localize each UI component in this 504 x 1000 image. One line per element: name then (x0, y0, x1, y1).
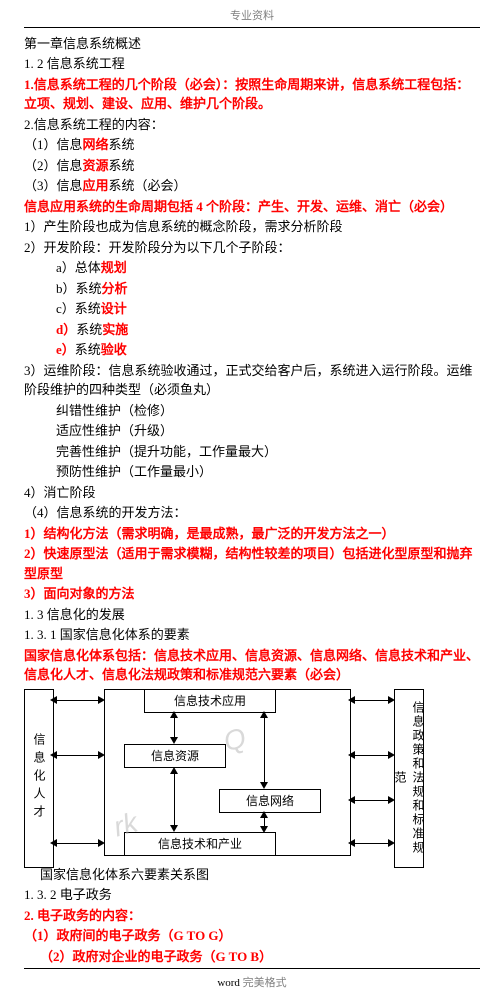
text-line: a）总体规划 (24, 258, 480, 278)
text-line: 预防性维护（工作量最小） (24, 462, 480, 482)
text-line: d）系统实施 (24, 320, 480, 340)
text-line: 3）运维阶段：信息系统验收通过，正式交给客户后，系统进入运行阶段。运维阶段维护的… (24, 361, 480, 400)
text-line: 完善性维护（提升功能，工作量最大） (24, 442, 480, 462)
diag-frame (104, 689, 351, 856)
text-line: b）系统分析 (24, 279, 480, 299)
diag-mid2-box: 信息网络 (219, 789, 321, 813)
text-line: 3）面向对象的方法 (24, 584, 480, 604)
text-line: 4）消亡阶段 (24, 483, 480, 503)
text-line: （1）政府间的电子政务（G TO G） (24, 926, 480, 946)
footer-divider (24, 968, 480, 969)
text-line: （1）信息网络系统 (24, 135, 480, 155)
diag-right-box: 信息政策和法规和标准规范 (394, 689, 424, 868)
text-line: 第一章信息系统概述 (24, 34, 480, 54)
page-footer: word 完美格式 (24, 975, 480, 992)
text-line: e）系统验收 (24, 340, 480, 360)
text-line: c）系统设计 (24, 299, 480, 319)
text-line: 信息应用系统的生命周期包括 4 个阶段：产生、开发、运维、消亡（必会） (24, 197, 480, 217)
text-line: （4）信息系统的开发方法： (24, 503, 480, 523)
diag-mid1-box: 信息资源 (124, 744, 226, 768)
text-line: 适应性维护（升级） (24, 421, 480, 441)
text-line: 2.信息系统工程的内容： (24, 115, 480, 135)
text-line: 1. 3 信息化的发展 (24, 605, 480, 625)
diag-bottom-box: 信息技术和产业 (124, 832, 276, 856)
text-line: 1）产生阶段也成为信息系统的概念阶段，需求分析阶段 (24, 217, 480, 237)
text-line: 1. 3. 1 国家信息化体系的要素 (24, 625, 480, 645)
text-line: 2）开发阶段：开发阶段分为以下几个子阶段： (24, 238, 480, 258)
text-line: （2）信息资源系统 (24, 156, 480, 176)
document-page: 专业资料 第一章信息系统概述 1. 2 信息系统工程 1.信息系统工程的几个阶段… (0, 0, 504, 1000)
text-line: 2. 电子政务的内容： (24, 906, 480, 926)
text-line: （2）政府对企业的电子政务（G TO B） (24, 947, 480, 967)
text-line: （3）信息应用系统（必会） (24, 176, 480, 196)
text-line: 1. 2 信息系统工程 (24, 54, 480, 74)
six-elements-diagram: 信息化人才 信息政策和法规和标准规范 信息技术应用 信息资源 信息网络 信息技术… (24, 689, 480, 859)
text-line: 国家信息化体系包括：信息技术应用、信息资源、信息网络、信息技术和产业、信息化人才… (24, 646, 480, 685)
text-line: 纠错性维护（检修） (24, 401, 480, 421)
text-line: 2）快速原型法（适用于需求模糊，结构性较差的项目）包括进化型原型和抛弃型原型 (24, 544, 480, 583)
header-divider (24, 27, 480, 28)
text-line: 1）结构化方法（需求明确，是最成熟，最广泛的开发方法之一） (24, 524, 480, 544)
text-line: 1.信息系统工程的几个阶段（必会）：按照生命周期来讲，信息系统工程包括：立项、规… (24, 75, 480, 114)
page-header: 专业资料 (24, 8, 480, 25)
diag-top-box: 信息技术应用 (144, 689, 276, 713)
text-line: 1. 3. 2 电子政务 (24, 885, 480, 905)
